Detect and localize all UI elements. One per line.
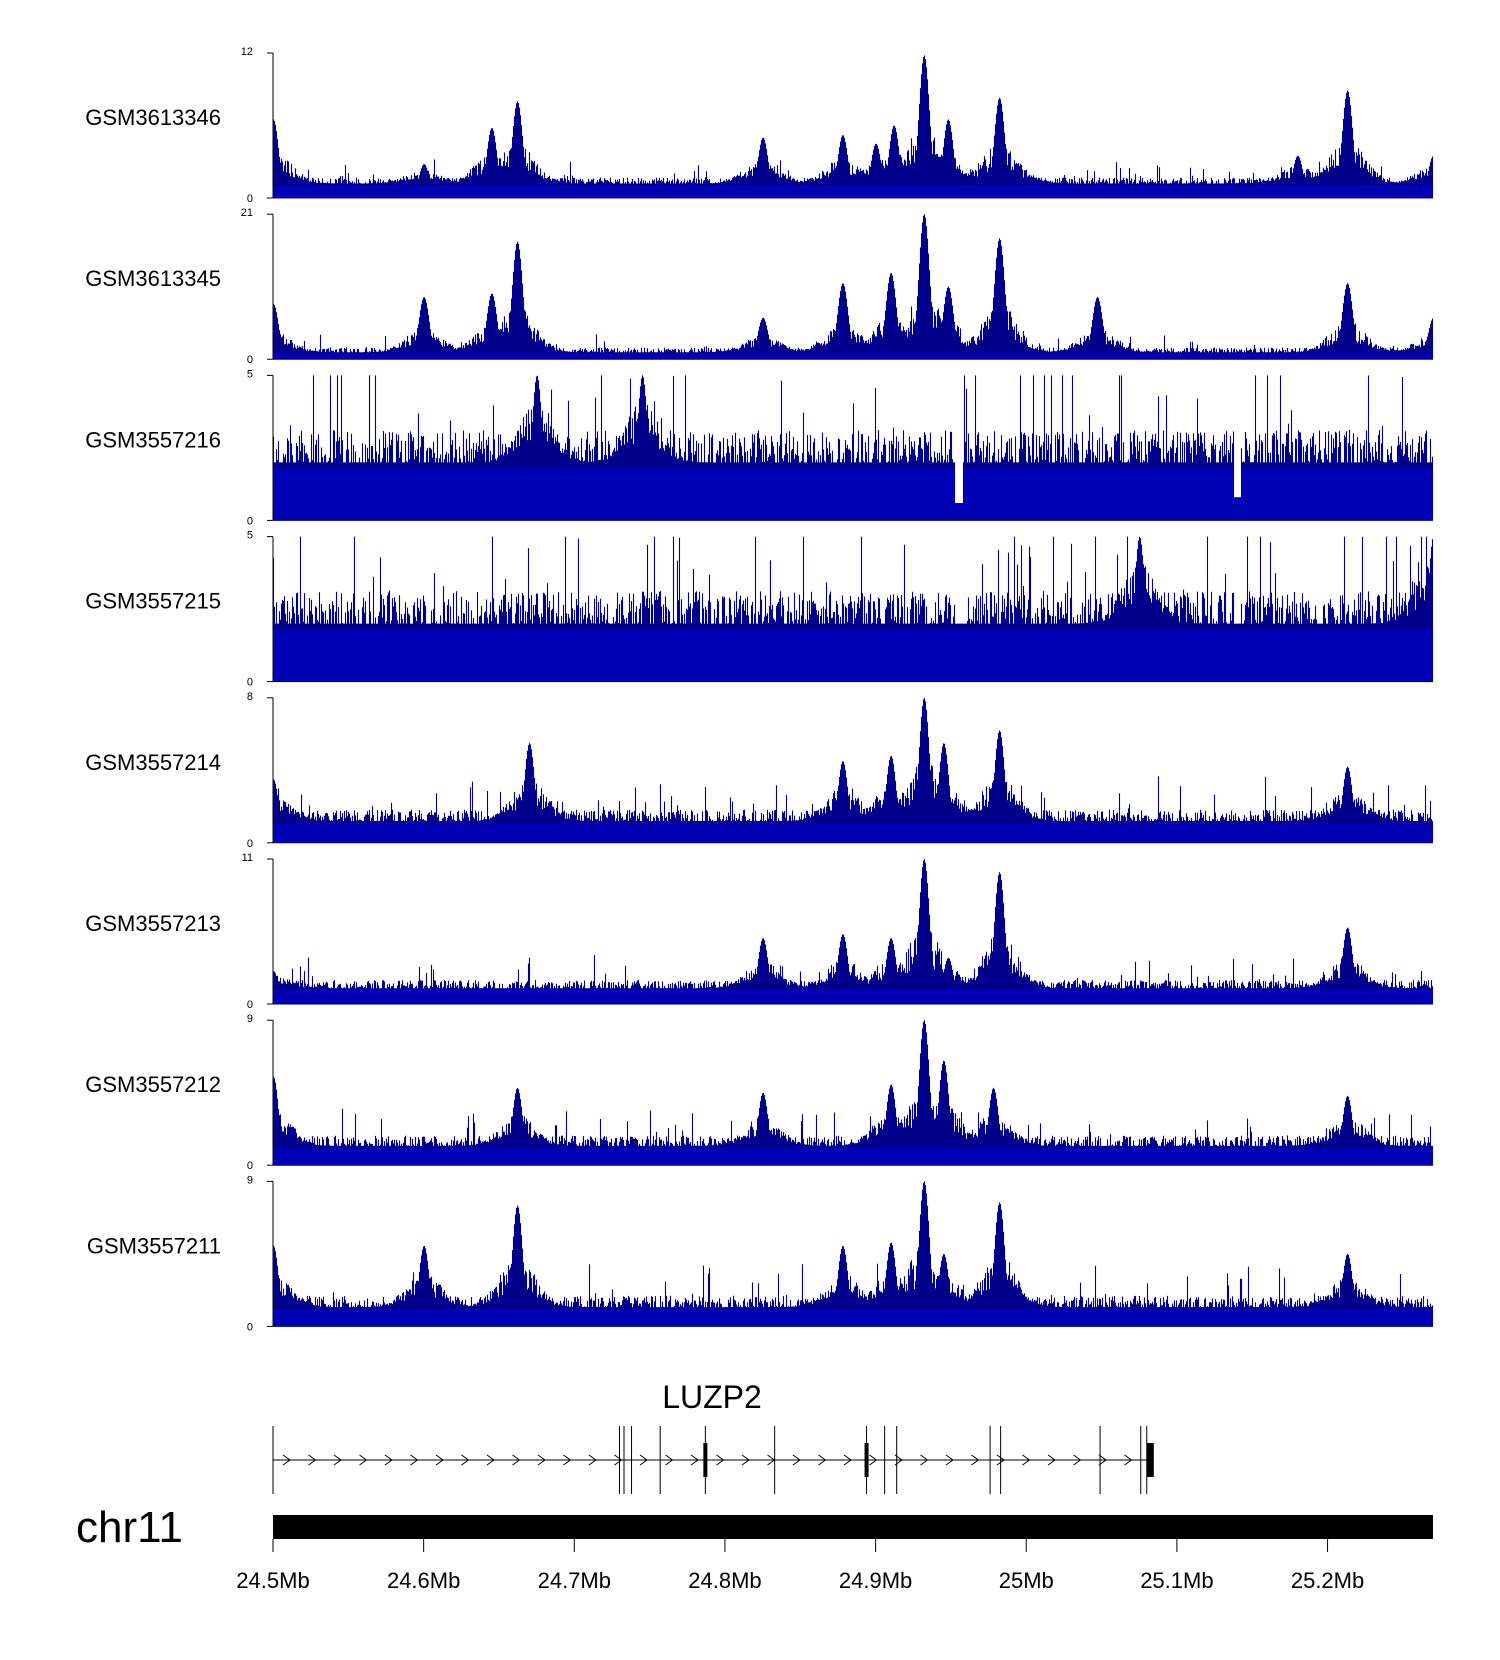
x-tick-label: 24.7Mb xyxy=(538,1568,611,1593)
coverage-signal xyxy=(272,697,1434,843)
strand-arrow-icon xyxy=(894,1454,903,1466)
strand-arrow-icon xyxy=(996,1454,1005,1466)
strand-arrows xyxy=(282,1454,1133,1466)
track-y-max-label: 5 xyxy=(247,530,253,542)
genomic-x-axis: 24.5Mb 24.6Mb 24.7Mb 24.8Mb 24.9Mb 25Mb 25.1Mb… xyxy=(236,1539,1364,1593)
coding-exon xyxy=(703,1443,708,1477)
chromosome-bar xyxy=(273,1515,1433,1539)
track-y-min-label: 0 xyxy=(247,1160,253,1172)
track-y-min-label: 0 xyxy=(247,1321,253,1333)
coverage-signal xyxy=(272,1181,1434,1327)
coverage-signal-base xyxy=(273,468,1433,521)
strand-arrow-icon xyxy=(716,1454,725,1466)
strand-arrow-icon xyxy=(945,1454,954,1466)
x-tick-label: 24.5Mb xyxy=(236,1568,309,1593)
x-tick-label: 25.1Mb xyxy=(1140,1568,1213,1593)
coverage-track: GSM3557211 9 0 xyxy=(87,1174,1434,1333)
track-label: GSM3557216 xyxy=(85,427,221,452)
strand-arrow-icon xyxy=(486,1454,495,1466)
coverage-signal xyxy=(272,214,1434,360)
coverage-track: GSM3557215 5 0 xyxy=(85,530,1434,689)
strand-arrow-icon xyxy=(741,1454,750,1466)
track-y-min-label: 0 xyxy=(247,515,253,527)
strand-arrow-icon xyxy=(1073,1454,1082,1466)
coverage-signal xyxy=(272,859,1434,1004)
strand-arrow-icon xyxy=(308,1454,317,1466)
x-tick-label: 25Mb xyxy=(999,1568,1054,1593)
strand-arrow-icon xyxy=(1124,1454,1133,1466)
strand-arrow-icon xyxy=(359,1454,368,1466)
strand-arrow-icon xyxy=(920,1454,929,1466)
strand-arrow-icon xyxy=(1022,1454,1031,1466)
track-y-min-label: 0 xyxy=(247,193,253,205)
track-label: GSM3613345 xyxy=(85,266,221,291)
track-label: GSM3557212 xyxy=(85,1072,221,1097)
coverage-tracks: GSM3613346120GSM3613345210GSM355721650GS… xyxy=(85,46,1434,1333)
coverage-signal-base xyxy=(273,823,1433,843)
strand-arrow-icon xyxy=(461,1454,470,1466)
track-y-max-label: 9 xyxy=(247,1013,253,1025)
track-label: GSM3557215 xyxy=(85,589,221,614)
gene-annotation-track: LUZP2 xyxy=(272,1379,1154,1494)
coverage-signal xyxy=(272,55,1434,198)
coverage-track: GSM3613345 21 0 xyxy=(85,207,1434,366)
strand-arrow-icon xyxy=(690,1454,699,1466)
coverage-signal-base xyxy=(273,184,1433,198)
coverage-track: GSM3613346 12 0 xyxy=(85,46,1434,205)
strand-arrow-icon xyxy=(435,1454,444,1466)
strand-arrow-icon xyxy=(384,1454,393,1466)
strand-arrow-icon xyxy=(843,1454,852,1466)
track-y-max-label: 9 xyxy=(247,1174,253,1186)
x-tick-label: 24.8Mb xyxy=(688,1568,761,1593)
strand-arrow-icon xyxy=(971,1454,980,1466)
coverage-track: GSM3557216 5 0 xyxy=(85,368,1434,527)
track-y-min-label: 0 xyxy=(247,354,253,366)
coding-exon xyxy=(864,1443,869,1477)
strand-arrow-icon xyxy=(1047,1454,1056,1466)
track-y-max-label: 5 xyxy=(247,368,253,380)
strand-arrow-icon xyxy=(563,1454,572,1466)
coverage-track: GSM3557213 11 0 xyxy=(85,852,1434,1011)
strand-arrow-icon xyxy=(537,1454,546,1466)
coverage-signal-base xyxy=(273,1309,1433,1327)
strand-arrow-icon xyxy=(282,1454,291,1466)
track-label: GSM3557213 xyxy=(85,911,221,936)
strand-arrow-icon xyxy=(614,1454,623,1466)
gene-label: LUZP2 xyxy=(662,1379,762,1415)
track-y-min-label: 0 xyxy=(247,677,253,689)
coverage-track: GSM3557214 8 0 xyxy=(85,691,1434,850)
chromosome-ideogram: chr11 xyxy=(76,1503,1433,1552)
track-y-max-label: 11 xyxy=(242,852,253,864)
strand-arrow-icon xyxy=(1098,1454,1107,1466)
coverage-signal-base xyxy=(273,1147,1433,1166)
track-label: GSM3557214 xyxy=(85,750,221,775)
track-y-min-label: 0 xyxy=(247,999,253,1011)
coverage-signal-base xyxy=(273,629,1433,682)
strand-arrow-icon xyxy=(588,1454,597,1466)
coverage-signal-base xyxy=(273,353,1433,360)
strand-arrow-icon xyxy=(665,1454,674,1466)
strand-arrow-icon xyxy=(333,1454,342,1466)
coverage-signal xyxy=(272,1020,1434,1166)
coverage-track: GSM3557212 9 0 xyxy=(85,1013,1434,1172)
coding-exon xyxy=(1146,1443,1154,1477)
chromosome-label: chr11 xyxy=(76,1503,183,1552)
track-label: GSM3613346 xyxy=(85,105,221,130)
strand-arrow-icon xyxy=(869,1454,878,1466)
track-y-max-label: 21 xyxy=(241,207,253,219)
strand-arrow-icon xyxy=(512,1454,521,1466)
x-tick-label: 25.2Mb xyxy=(1291,1568,1364,1593)
strand-arrow-icon xyxy=(639,1454,648,1466)
coverage-signal-base xyxy=(273,989,1433,1004)
strand-arrow-icon xyxy=(792,1454,801,1466)
x-tick-label: 24.6Mb xyxy=(387,1568,460,1593)
track-y-max-label: 12 xyxy=(241,46,253,58)
track-y-min-label: 0 xyxy=(247,838,253,850)
track-y-max-label: 8 xyxy=(247,691,253,703)
track-label: GSM3557211 xyxy=(87,1233,221,1258)
strand-arrow-icon xyxy=(410,1454,419,1466)
strand-arrow-icon xyxy=(818,1454,827,1466)
x-tick-label: 24.9Mb xyxy=(839,1568,912,1593)
